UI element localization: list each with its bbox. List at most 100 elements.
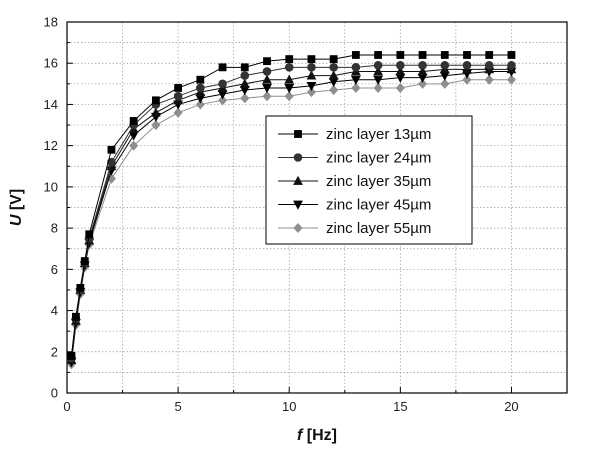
- data-point: [129, 117, 138, 125]
- legend-marker: [293, 153, 303, 162]
- data-point: [240, 93, 250, 104]
- x-axis-title: f [Hz]: [297, 427, 337, 444]
- legend-label: zinc layer 13µm: [326, 126, 431, 143]
- data-point: [418, 51, 427, 59]
- y-axis-unit: [V]: [8, 189, 25, 215]
- data-point: [196, 75, 205, 84]
- data-point: [307, 55, 316, 63]
- data-point: [374, 51, 383, 59]
- y-axis-symbol: U: [8, 214, 25, 226]
- data-point: [462, 74, 472, 85]
- data-point: [263, 57, 271, 66]
- series-1: [67, 51, 516, 360]
- legend-item: zinc layer 13µm: [278, 126, 431, 143]
- legend-label: zinc layer 45µm: [326, 197, 431, 214]
- y-tick-label: 0: [51, 386, 58, 401]
- data-point: [107, 157, 116, 167]
- x-tick-label: 0: [63, 399, 70, 414]
- data-point: [351, 51, 360, 59]
- data-point: [507, 51, 516, 59]
- data-point: [262, 67, 272, 76]
- legend-label: zinc layer 35µm: [326, 173, 431, 190]
- data-point: [351, 82, 361, 94]
- data-point: [85, 230, 94, 239]
- y-tick-label: 2: [51, 344, 58, 359]
- legend-marker: [293, 200, 303, 210]
- data-point: [373, 75, 384, 85]
- legend-item: zinc layer 45µm: [278, 197, 431, 214]
- data-point: [506, 74, 516, 85]
- data-point: [329, 63, 338, 72]
- data-point: [67, 351, 76, 360]
- data-point: [350, 75, 361, 85]
- legend-marker: [293, 222, 303, 234]
- data-point: [418, 78, 428, 89]
- data-point: [462, 60, 472, 70]
- data-point: [395, 82, 405, 94]
- y-tick-label: 4: [51, 303, 58, 318]
- data-point: [218, 95, 228, 106]
- data-point: [484, 74, 494, 85]
- data-point: [284, 84, 295, 94]
- data-point: [306, 81, 317, 92]
- data-point: [373, 66, 384, 76]
- data-point: [174, 84, 183, 92]
- data-point: [284, 63, 294, 72]
- data-point: [173, 107, 183, 118]
- data-point: [71, 312, 80, 321]
- data-point: [351, 63, 361, 72]
- x-tick-label: 15: [393, 399, 407, 414]
- legend-marker: [294, 130, 302, 138]
- data-point: [306, 87, 316, 98]
- data-point: [396, 60, 405, 70]
- data-point: [417, 66, 428, 76]
- y-tick-label: 8: [51, 221, 58, 236]
- data-point: [395, 66, 406, 76]
- data-series: [66, 51, 517, 370]
- x-tick-label: 10: [282, 399, 296, 414]
- legend-label: zinc layer 24µm: [326, 150, 431, 167]
- data-point: [150, 107, 161, 117]
- y-tick-label: 6: [51, 262, 58, 277]
- data-point: [76, 283, 85, 292]
- legend-item: zinc layer 55µm: [278, 220, 431, 237]
- data-point: [129, 140, 139, 151]
- data-point: [507, 60, 516, 70]
- data-point: [463, 51, 471, 59]
- legend: zinc layer 13µm zinc layer 24µm zinc layer…: [265, 115, 473, 245]
- data-point: [195, 99, 205, 110]
- y-tick-label: 14: [44, 97, 58, 112]
- y-tick-label: 12: [44, 138, 58, 153]
- data-point: [485, 51, 494, 59]
- x-axis-unit: [Hz]: [302, 427, 337, 444]
- y-tick-label: 10: [44, 179, 58, 194]
- data-point: [373, 60, 383, 70]
- data-point: [240, 71, 250, 80]
- data-point: [173, 91, 183, 101]
- legend-item: zinc layer 35µm: [278, 173, 431, 190]
- data-point: [262, 74, 272, 84]
- data-point: [484, 60, 494, 70]
- x-axis-symbol: f: [297, 427, 304, 444]
- data-point: [440, 51, 449, 59]
- data-point: [218, 63, 227, 72]
- data-point: [328, 70, 339, 80]
- x-tick-label: 5: [174, 399, 181, 414]
- data-point: [218, 79, 227, 89]
- data-point: [262, 84, 272, 94]
- y-axis-title: U [V]: [8, 189, 25, 226]
- data-point: [373, 82, 383, 94]
- data-point: [306, 70, 317, 80]
- data-point: [418, 60, 427, 70]
- data-point: [284, 74, 295, 84]
- data-point: [329, 84, 339, 96]
- data-point: [151, 96, 160, 105]
- legend-marker: [293, 175, 303, 185]
- data-point: [80, 257, 89, 265]
- legend-item: zinc layer 24µm: [278, 150, 431, 167]
- data-point: [440, 60, 450, 70]
- data-point: [239, 78, 250, 88]
- y-tick-label: 18: [44, 15, 58, 30]
